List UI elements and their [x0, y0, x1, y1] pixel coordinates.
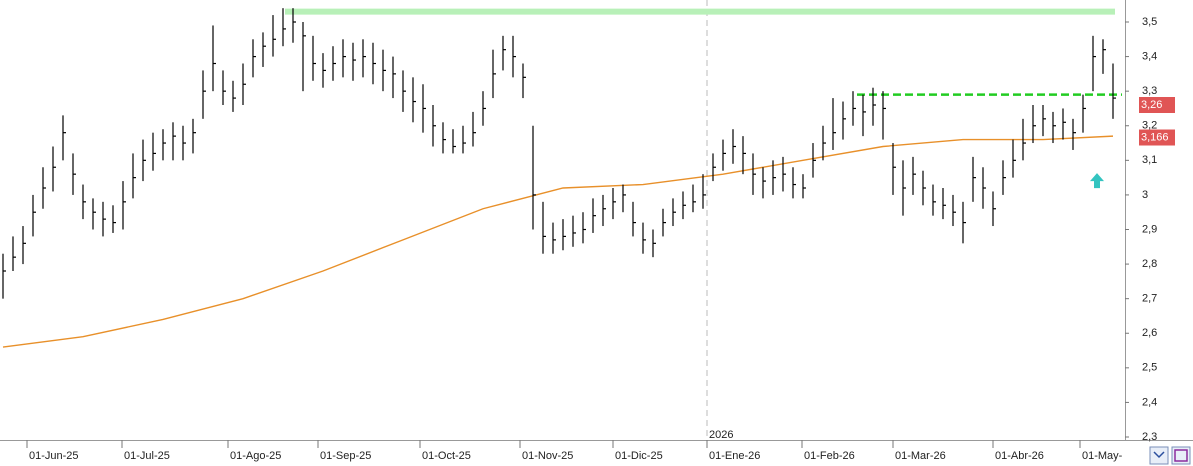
price-label: 3,26 — [1141, 99, 1162, 111]
x-tick-label: 01-Jun-25 — [29, 450, 79, 462]
x-tick-label: 01-Ago-25 — [230, 450, 281, 462]
y-tick-label: 3,2 — [1142, 120, 1157, 132]
year-label: 2026 — [709, 429, 733, 441]
moving-average-line — [2, 135, 1114, 348]
y-tick-label: 2,8 — [1142, 258, 1157, 270]
collapse-button[interactable] — [1149, 446, 1169, 465]
save-button[interactable] — [1171, 446, 1191, 465]
x-tick-label: 01-Sep-25 — [320, 450, 371, 462]
price-label: 3,166 — [1141, 131, 1169, 143]
price-label-box — [1139, 97, 1175, 113]
y-tick-label: 2,3 — [1142, 431, 1157, 443]
arrow-marker — [1090, 173, 1104, 189]
x-tick-label: 01-Dic-25 — [615, 450, 663, 462]
x-tick-label: 01-Feb-26 — [804, 450, 855, 462]
y-tick-label: 3,3 — [1142, 85, 1157, 97]
x-tick-label: 01-Oct-25 — [422, 450, 471, 462]
y-tick-label: 2,9 — [1142, 223, 1157, 235]
y-tick-label: 3,5 — [1142, 16, 1157, 28]
save-icon — [1174, 449, 1188, 462]
y-tick-label: 2,7 — [1142, 293, 1157, 305]
y-tick-label: 3 — [1142, 189, 1148, 201]
x-tick-label: 01-Mar-26 — [895, 450, 946, 462]
y-tick-label: 3,4 — [1142, 50, 1157, 62]
collapse-icon — [1153, 451, 1165, 459]
x-tick-label: 01-May- — [1082, 450, 1123, 462]
x-tick-label: 01-Nov-25 — [522, 450, 573, 462]
x-tick-label: 01-Jul-25 — [124, 450, 170, 462]
x-tick-label: 01-Abr-26 — [995, 450, 1044, 462]
price-label-box — [1139, 129, 1175, 146]
y-tick-label: 2,4 — [1142, 396, 1157, 408]
y-tick-label: 2,5 — [1142, 362, 1157, 374]
y-tick-label: 2,6 — [1142, 327, 1157, 339]
y-tick-label: 3,1 — [1142, 154, 1157, 166]
x-tick-label: 01-Ene-26 — [709, 450, 760, 462]
